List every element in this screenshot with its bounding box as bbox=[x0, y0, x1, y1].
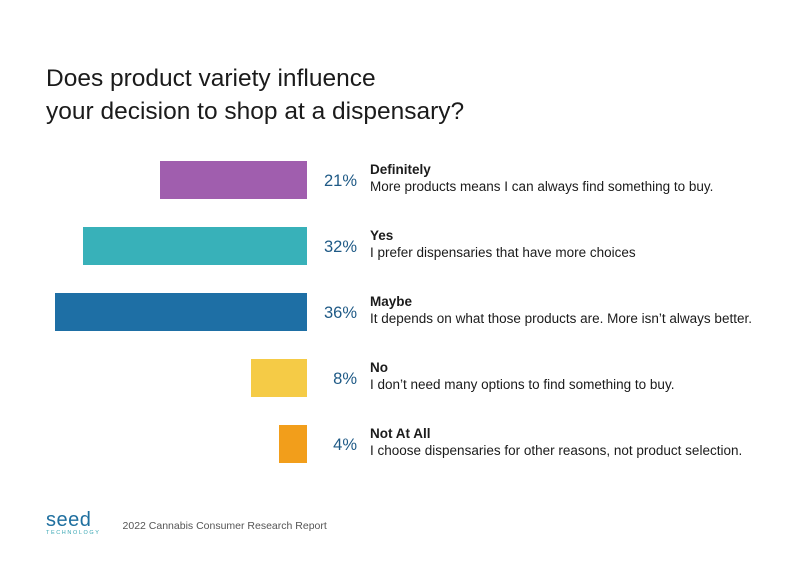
category-label: Maybe bbox=[370, 294, 413, 309]
category-description: It depends on what those products are. M… bbox=[370, 311, 752, 326]
category-description: More products means I can always find so… bbox=[370, 179, 713, 194]
category-description: I choose dispensaries for other reasons,… bbox=[370, 443, 742, 458]
logo-subtitle: TECHNOLOGY bbox=[46, 529, 101, 536]
chart-title: Does product variety influence your deci… bbox=[46, 62, 746, 128]
category-label: Definitely bbox=[370, 162, 431, 177]
value-label: 8% bbox=[333, 370, 357, 388]
bar-yes bbox=[83, 227, 307, 265]
category-label: Not At All bbox=[370, 426, 431, 441]
footer: seed TECHNOLOGY 2022 Cannabis Consumer R… bbox=[46, 508, 327, 538]
bar-maybe bbox=[55, 293, 307, 331]
category-label: No bbox=[370, 360, 388, 375]
bar-no bbox=[251, 359, 307, 397]
value-label: 36% bbox=[324, 304, 357, 322]
category-description: I prefer dispensaries that have more cho… bbox=[370, 245, 636, 260]
value-label: 32% bbox=[324, 238, 357, 256]
value-label: 21% bbox=[324, 172, 357, 190]
logo-wordmark: seed bbox=[46, 508, 92, 531]
bar-definitely bbox=[160, 161, 307, 199]
chart-title-line-1: Does product variety influence bbox=[46, 65, 376, 92]
category-label: Yes bbox=[370, 228, 393, 243]
bar-not-at-all bbox=[279, 425, 307, 463]
category-description: I don’t need many options to find someth… bbox=[370, 377, 674, 392]
chart-title-line-2: your decision to shop at a dispensary? bbox=[46, 98, 465, 125]
seed-technology-logo: seed TECHNOLOGY bbox=[46, 510, 101, 537]
value-label: 4% bbox=[333, 436, 357, 454]
report-name: 2022 Cannabis Consumer Research Report bbox=[122, 520, 327, 532]
